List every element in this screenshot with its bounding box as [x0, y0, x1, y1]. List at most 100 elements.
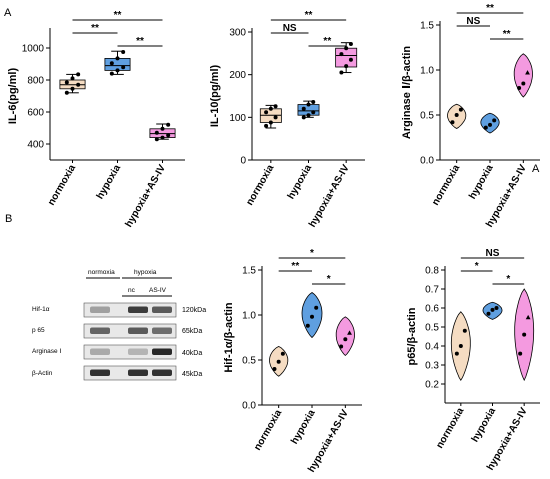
- il6-boxplot: 400 600 800 1000 IL-6(pg/ml) normoxia hypoxia h…: [7, 10, 185, 229]
- y-tick-label: 1.0: [242, 311, 256, 322]
- y-tick-label: 0.8: [425, 266, 439, 277]
- data-point: [525, 314, 531, 320]
- data-point: [70, 86, 75, 91]
- y-axis-label: IL-10(pg/ml): [209, 65, 221, 128]
- data-point: [488, 122, 492, 127]
- x-tick-label: normoxia: [244, 163, 276, 208]
- y-tick-label: 1.0: [420, 66, 434, 77]
- wb-band: [128, 306, 148, 313]
- y-tick-label: 100: [229, 113, 246, 124]
- data-point: [301, 115, 306, 120]
- panel-letter-a: A: [4, 7, 12, 19]
- significance-label: **: [323, 36, 331, 47]
- wb-band: [128, 369, 148, 376]
- wb-size-p65: 65kDa: [182, 328, 202, 335]
- y-tick-label: 0.5: [425, 323, 439, 334]
- x-tick-label: hypoxia: [289, 408, 318, 447]
- data-point: [272, 367, 277, 371]
- data-point: [454, 113, 459, 117]
- wb-protein-hif1a: Hif-1α: [32, 306, 50, 313]
- y-tick-label: 0.4: [425, 342, 439, 353]
- wb-band: [128, 327, 148, 334]
- y-tick-label: 1.5: [242, 266, 256, 277]
- hif1a-violin: 0.0 0.5 1.0 1.5 Hif-1α/β-actin normoxia hypoxi…: [223, 248, 362, 474]
- wb-band: [152, 348, 172, 355]
- y-tick-label: 0.0: [242, 401, 256, 412]
- data-point: [339, 70, 344, 75]
- data-point: [306, 102, 311, 107]
- data-point: [121, 65, 126, 70]
- wb-band: [90, 327, 110, 334]
- wb-band: [152, 306, 172, 313]
- y-tick-label: 0.5: [242, 356, 256, 367]
- data-point: [64, 80, 69, 85]
- y-tick-label: 1.5: [420, 21, 434, 32]
- data-point: [494, 306, 499, 310]
- x-tick-label: normoxia: [46, 163, 78, 208]
- data-point: [517, 86, 522, 90]
- arginase-violin: 0.0 0.5 1.0 1.5 Arginase Ⅰ/β-actin normoxia hy…: [401, 3, 540, 229]
- data-point: [462, 328, 467, 333]
- data-point: [521, 81, 526, 86]
- significance-label: *: [310, 248, 314, 259]
- y-axis-label: Arginase Ⅰ/β-actin: [401, 46, 413, 140]
- wb-band: [90, 369, 110, 376]
- western-blot: normoxia hypoxia nc AS-IV Hif-1α p 65 Ar…: [32, 269, 206, 381]
- y-tick-label: 200: [229, 70, 246, 81]
- data-point: [490, 307, 495, 312]
- wb-protein-arginase: Arginase Ⅰ: [32, 348, 61, 355]
- significance-label: **: [486, 3, 494, 14]
- y-tick-label: 0.5: [420, 111, 434, 122]
- violin-2: [335, 316, 355, 357]
- data-point: [305, 323, 310, 328]
- wb-band: [152, 369, 172, 376]
- data-point: [311, 110, 316, 115]
- wb-protein-beta-actin: β-Actin: [32, 370, 53, 377]
- wb-band: [152, 327, 172, 334]
- data-point: [343, 337, 348, 342]
- y-tick-label: 300: [229, 28, 246, 39]
- data-point: [344, 64, 349, 69]
- data-point: [310, 314, 314, 319]
- y-tick-label: 1000: [22, 44, 45, 55]
- data-point: [301, 106, 306, 111]
- wb-band: [90, 348, 110, 355]
- wb-band: [128, 348, 148, 355]
- significance-label: **: [114, 10, 122, 21]
- wb-group-normoxia: normoxia: [88, 269, 115, 276]
- significance-label: *: [506, 274, 510, 285]
- violin-2: [513, 53, 533, 98]
- il10-boxplot: 0 100 200 300 IL-10(pg/ml) normoxia hypoxiahyp…: [209, 10, 365, 229]
- data-point: [76, 72, 81, 77]
- data-point: [70, 76, 75, 81]
- data-point: [115, 68, 120, 73]
- data-point: [160, 135, 165, 140]
- significance-label: **: [291, 261, 299, 272]
- x-tick-label: hypoxia: [286, 163, 315, 202]
- wb-lane-nc: nc: [128, 287, 136, 294]
- data-point: [518, 351, 523, 356]
- stray-panel-letter: A: [532, 163, 540, 175]
- y-axis-label: IL-6(pg/ml): [7, 68, 19, 125]
- x-tick-label: hypoxia: [467, 163, 496, 202]
- data-point: [339, 344, 344, 349]
- significance-label: **: [91, 23, 99, 34]
- data-point: [348, 57, 353, 62]
- y-tick-label: 0.7: [425, 285, 439, 296]
- significance-label: NS: [486, 248, 500, 259]
- data-point: [268, 120, 273, 125]
- x-tick-label: hypoxia+AS-IV: [123, 163, 168, 230]
- data-point: [273, 104, 278, 109]
- y-axis-label: Hif-1α/β-actin: [223, 302, 235, 373]
- data-point: [348, 41, 353, 46]
- p65-violin: 0.2 0.3 0.4 0.5 0.6 0.7 0.8 p65/β-actin normoxia…: [406, 248, 540, 472]
- significance-label: **: [503, 29, 511, 40]
- wb-protein-p65: p 65: [32, 327, 45, 334]
- data-point: [458, 344, 463, 348]
- data-point: [264, 123, 269, 128]
- data-point: [166, 122, 171, 127]
- data-point: [154, 130, 159, 135]
- data-point: [458, 107, 463, 112]
- data-point: [273, 115, 278, 120]
